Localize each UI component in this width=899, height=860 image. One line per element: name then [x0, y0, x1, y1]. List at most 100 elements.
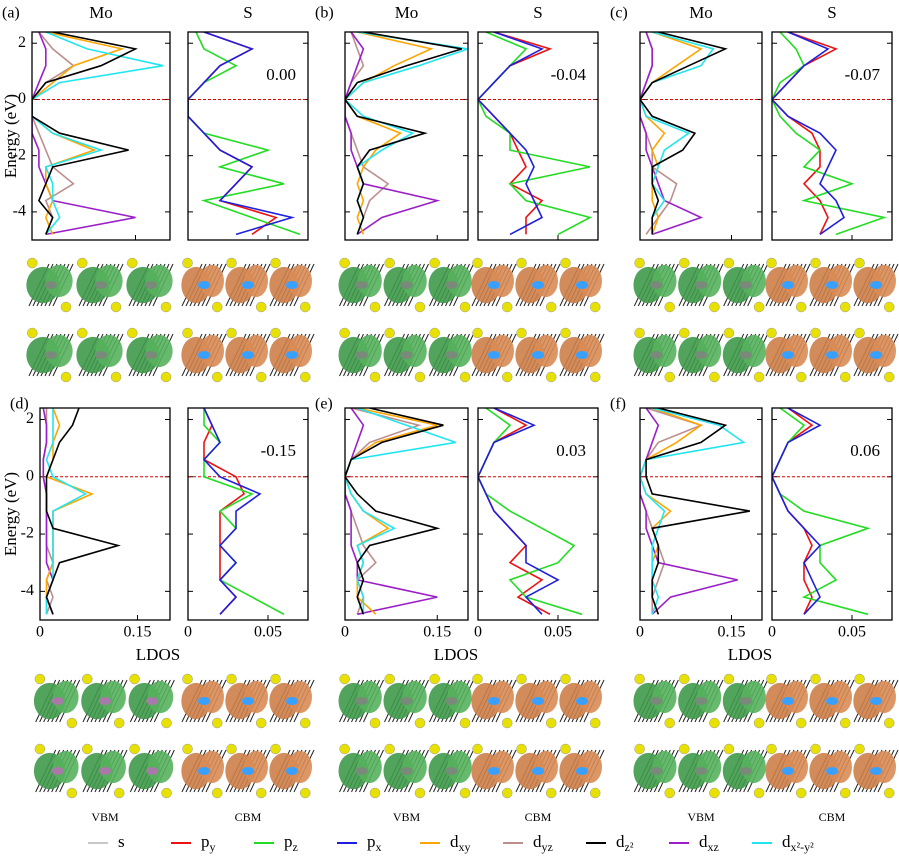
atom [414, 787, 426, 799]
atom [589, 717, 601, 729]
atom [854, 743, 865, 755]
x-tick-label: 0 [768, 624, 776, 641]
structure-slab [338, 257, 474, 313]
atom [226, 743, 237, 755]
atom [129, 673, 140, 685]
atom [51, 767, 64, 775]
orbital-lobe [741, 334, 766, 368]
legend-label: dx²-y² [782, 832, 814, 854]
subplot-title: S [243, 3, 252, 22]
ldos-curve [640, 408, 746, 615]
atom [766, 327, 777, 339]
atom [66, 717, 78, 729]
orbital-lobe [402, 750, 427, 784]
atom [472, 673, 483, 685]
x-tick-label: 0.15 [423, 624, 451, 641]
atom [459, 301, 471, 313]
ldos-curve [188, 32, 296, 236]
atom [127, 257, 138, 269]
atom [753, 371, 765, 383]
atom [679, 327, 690, 339]
x-tick-label: 0 [184, 624, 192, 641]
atom [242, 351, 254, 359]
plot-frame [344, 31, 469, 241]
ldos-curve [345, 408, 456, 615]
atom [826, 351, 838, 359]
orbital-lobe [828, 334, 852, 368]
atom [810, 327, 821, 339]
atom [709, 371, 720, 383]
structure-slab [471, 673, 605, 729]
ldos-curve [345, 32, 441, 236]
plot-frame [639, 407, 763, 621]
orbital-lobe [145, 264, 173, 298]
structure-slab [338, 743, 474, 799]
atom [459, 717, 471, 729]
atom [589, 371, 601, 383]
atom [560, 257, 571, 269]
atom [795, 301, 807, 313]
atom [739, 281, 752, 289]
atom [27, 257, 38, 269]
orbital-lobe [288, 264, 312, 298]
atom [459, 371, 471, 383]
ldos-curve [478, 32, 593, 236]
atom [650, 351, 663, 359]
orbital-lobe [490, 264, 514, 298]
atom [634, 327, 645, 339]
ldos-curve [640, 408, 738, 615]
orbital-lobe [447, 264, 472, 298]
atom [129, 743, 140, 755]
atom [211, 301, 223, 313]
plot-frame [771, 31, 893, 241]
ldos-curve [478, 32, 544, 236]
x-tick-label: 0 [474, 624, 482, 641]
y-tick-label: -4 [13, 203, 26, 220]
plot-frame [31, 31, 171, 241]
structure-slab [471, 257, 605, 313]
legend-subscript: x²-y² [791, 840, 815, 854]
atom [679, 673, 690, 685]
legend-name: p [284, 832, 293, 851]
atom [488, 767, 500, 775]
atom [355, 281, 368, 289]
atom [545, 371, 557, 383]
x-tick-label: 0 [341, 624, 349, 641]
orbital-lobe [244, 264, 268, 298]
atom [127, 327, 138, 339]
atom [532, 351, 544, 359]
legend-subscript: z² [625, 840, 634, 854]
atom [270, 743, 281, 755]
orbital-lobe [696, 680, 722, 714]
y-tick-label: -4 [21, 582, 34, 599]
atom [113, 787, 125, 799]
structure-slab [633, 327, 769, 383]
atom [679, 743, 690, 755]
legend-label: dz² [616, 832, 634, 854]
plot-frame [771, 407, 893, 621]
atom [560, 327, 571, 339]
y-tick-label: -2 [21, 525, 34, 542]
atom [810, 673, 821, 685]
atom [339, 327, 350, 339]
atom [255, 787, 267, 799]
y-tick-label: -2 [13, 146, 26, 163]
orbital-lobe [741, 750, 766, 784]
atom [650, 697, 663, 705]
atom [369, 371, 381, 383]
orbital-lobe [52, 680, 79, 714]
legend-subscript: xz [708, 840, 719, 854]
atom [299, 717, 311, 729]
atom [516, 673, 527, 685]
ldos-curve [345, 32, 463, 235]
atom [286, 281, 298, 289]
ldos-curve [202, 408, 262, 615]
atom [634, 673, 645, 685]
ldos-curve [32, 32, 164, 235]
atom [870, 697, 882, 705]
atom [532, 767, 544, 775]
atom [839, 787, 851, 799]
atom [77, 257, 88, 269]
atom [34, 743, 46, 755]
atom [766, 257, 777, 269]
